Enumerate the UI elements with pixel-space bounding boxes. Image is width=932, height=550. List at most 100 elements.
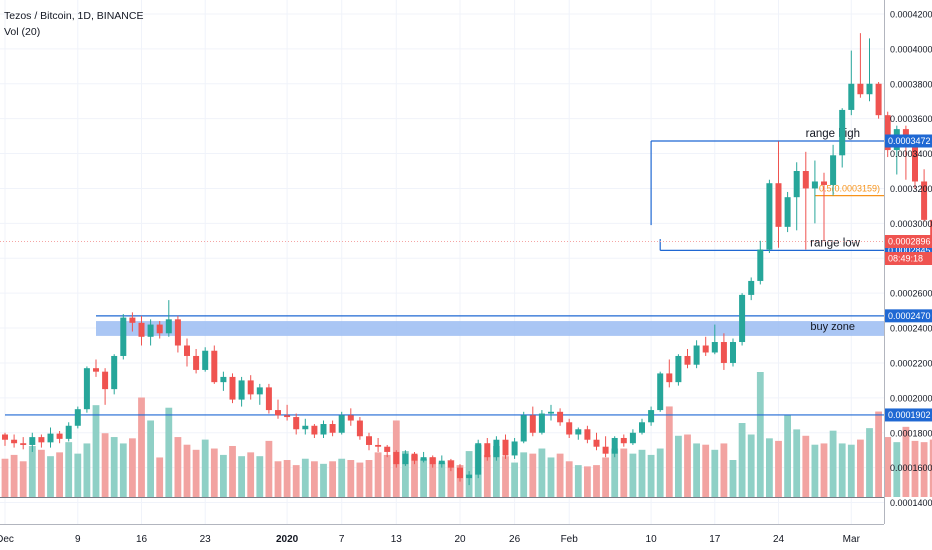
candle-body <box>639 422 645 433</box>
candle-body <box>384 446 391 452</box>
volume-bar <box>274 461 282 497</box>
candle-body <box>529 415 536 433</box>
volume-bar <box>438 462 446 497</box>
candle-body <box>20 443 27 445</box>
candle-body <box>593 439 600 447</box>
candle-body <box>720 342 727 363</box>
candle-body <box>302 425 309 430</box>
level-label: 0.5(0.0003159) <box>819 184 880 194</box>
volume-bar <box>429 457 437 497</box>
price-tick-label: 0.0003400 <box>890 149 932 159</box>
time-tick-label: 16 <box>136 534 148 545</box>
candle-body <box>575 429 582 435</box>
volume-bar <box>420 458 427 497</box>
candle-body <box>156 324 163 334</box>
volume-bar <box>301 458 309 497</box>
price-tag: 0.0003472 <box>888 136 931 146</box>
candle-body <box>884 115 891 151</box>
volume-bar <box>347 460 355 497</box>
symbol-title[interactable]: Tezos / Bitcoin, 1D, BINANCE <box>4 10 144 22</box>
candle-body <box>202 350 209 370</box>
candle-body <box>475 443 482 475</box>
volume-bar <box>74 453 82 497</box>
volume-bar <box>811 444 819 497</box>
volume-bar <box>493 445 500 497</box>
volume-bar <box>729 460 737 497</box>
candle-body <box>447 460 454 468</box>
candle-body <box>293 417 300 430</box>
volume-bar <box>19 461 27 497</box>
volume-bar <box>101 433 109 497</box>
price-tick-label: 0.0003000 <box>890 219 932 229</box>
volume-bar <box>720 443 728 497</box>
price-tick-label: 0.0003200 <box>890 184 932 194</box>
candle-body <box>912 139 918 182</box>
candle-body <box>629 432 636 444</box>
price-tag: 0.0002470 <box>888 311 931 321</box>
volume-bar <box>56 452 63 497</box>
candle-body <box>311 425 318 435</box>
price-tag-bg <box>885 408 932 422</box>
candle-body <box>29 437 36 445</box>
candle-body <box>366 436 372 445</box>
price-tag-bg <box>885 309 932 323</box>
volume-bar <box>320 463 327 497</box>
candle-body <box>457 467 463 479</box>
time-tick-label: 26 <box>509 534 521 545</box>
candle-body <box>429 457 436 465</box>
level-label: range low <box>810 237 861 249</box>
candle-body <box>648 410 655 423</box>
candle-body <box>193 355 200 370</box>
volume-bar <box>483 454 491 497</box>
volume-bar <box>411 454 418 497</box>
candle-body <box>256 387 263 395</box>
volume-bar <box>119 443 127 497</box>
candle-body <box>811 181 818 189</box>
current-price-tag: 0.0002896 <box>888 237 931 247</box>
candle-body <box>666 373 673 383</box>
volume-bar <box>884 437 892 497</box>
candle-body <box>138 322 145 337</box>
candle-body <box>211 350 218 383</box>
volume-bar <box>838 443 846 497</box>
candle-body <box>65 425 72 439</box>
candle-body <box>848 83 855 110</box>
volume-bar <box>174 437 182 497</box>
candle-body <box>47 433 54 443</box>
volume-bar <box>292 465 300 497</box>
candle-body <box>775 183 782 227</box>
volume-bar <box>756 372 764 497</box>
volume-bar <box>656 448 664 497</box>
candle-body <box>757 249 764 281</box>
price-tick-label: 0.0001400 <box>890 498 932 508</box>
price-tick-label: 0.0004000 <box>890 44 932 54</box>
volume-bar <box>529 453 537 497</box>
candle-body <box>930 219 932 242</box>
candle-body <box>466 474 473 479</box>
candle-body <box>620 437 627 444</box>
volume-bar <box>784 415 791 497</box>
volume-bar <box>584 466 591 497</box>
volume-bar <box>402 451 409 497</box>
candle-body <box>830 155 837 185</box>
candle-body <box>420 457 427 461</box>
volume-bar <box>356 462 364 497</box>
volume-indicator-title[interactable]: Vol (20) <box>4 26 41 38</box>
volume-bar <box>165 407 173 497</box>
volume-bar <box>201 439 209 497</box>
candle-body <box>338 415 345 433</box>
price-tick-label: 0.0001600 <box>890 463 932 473</box>
volume-bar <box>574 465 582 497</box>
price-tick-label: 0.0003800 <box>890 79 932 89</box>
candle-body <box>657 373 664 411</box>
candle-body <box>493 439 500 458</box>
candle-body <box>375 444 382 447</box>
time-tick-label: 20 <box>454 534 466 545</box>
price-tick-label: 0.0004200 <box>890 9 932 19</box>
volume-bar <box>565 461 573 497</box>
time-tick-label: Feb <box>561 534 579 545</box>
volume-bar <box>511 462 518 497</box>
candle-body <box>402 453 409 465</box>
candle-body <box>129 317 136 323</box>
